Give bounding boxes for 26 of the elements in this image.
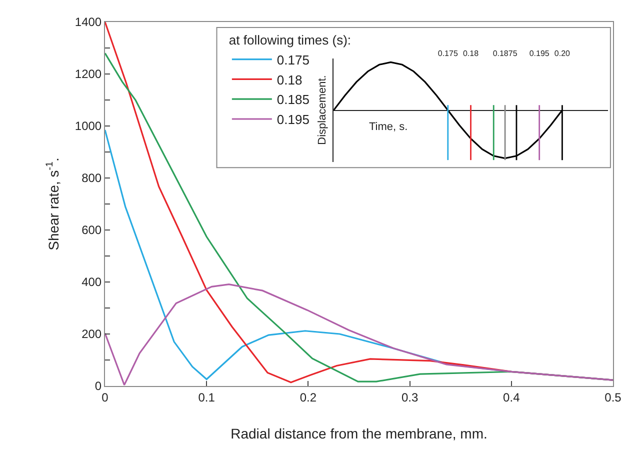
x-tick-label: 0.3 xyxy=(401,390,418,404)
line-series xyxy=(105,284,613,386)
y-tick-label: 1200 xyxy=(74,67,102,82)
x-tick-label: 0.175 xyxy=(438,48,458,58)
legend-label: 0.195 xyxy=(276,112,310,128)
x-tick-label: 0.4 xyxy=(503,390,520,404)
y-tick-label: 1000 xyxy=(74,119,102,134)
y-tick-label: 800 xyxy=(82,171,102,186)
legend-label: 0.185 xyxy=(276,92,310,108)
legend-label: 0.18 xyxy=(276,72,302,88)
y-axis-title: Displacement. xyxy=(316,75,328,145)
y-tick-label: 600 xyxy=(82,223,102,238)
legend-title: at following times (s): xyxy=(228,32,352,48)
y-tick-label: 1400 xyxy=(74,15,102,30)
y-tick-label: 400 xyxy=(82,275,102,290)
x-axis-title: Radial distance from the membrane, mm. xyxy=(230,426,488,442)
x-tick-label: 0.20 xyxy=(554,48,571,58)
y-tick-label: 200 xyxy=(82,327,102,342)
x-tick-label: 0.5 xyxy=(604,390,622,404)
y-tick-label: 0 xyxy=(94,379,102,394)
x-tick-label: 0.18 xyxy=(462,48,480,58)
x-tick-label: 0.2 xyxy=(300,390,317,404)
x-tick-label: 0.195 xyxy=(529,48,550,58)
x-tick-label: 0.1 xyxy=(198,390,216,404)
x-axis-title: Time, s. xyxy=(369,121,408,133)
x-tick-label: 0.1875 xyxy=(492,48,518,58)
